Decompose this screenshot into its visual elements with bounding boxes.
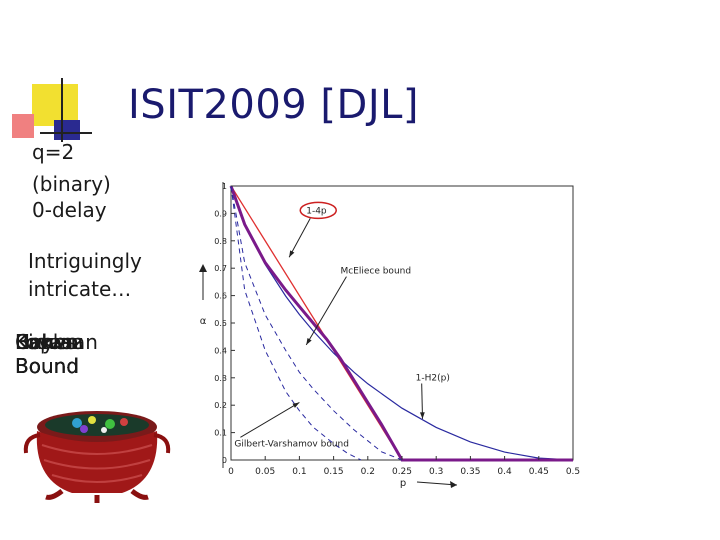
annotation-label: 1-H2(p) <box>416 374 450 384</box>
side-line-2: (binary) <box>32 172 111 196</box>
y-tick-label: 0.9 <box>214 209 227 218</box>
annotation-arrowhead <box>289 250 295 258</box>
corner-decoration <box>0 0 100 150</box>
plot-frame <box>230 185 574 461</box>
y-tick-label: 0.1 <box>214 429 227 438</box>
overlap-word: Lovasz <box>15 330 84 354</box>
overlap-label-lovasz: Lovasz Bound <box>15 330 83 378</box>
overlap-word: Hayes <box>15 330 77 354</box>
overlap-word: Bound <box>15 354 80 378</box>
x-tick-label: 0.2 <box>361 467 375 477</box>
bounds-chart: 0 0.05 0.1 0.15 0.2 0.25 0.3 0.35 0.4 0.45 0.5 0 0.1… <box>199 182 580 489</box>
overlap-word: Bound <box>15 354 80 378</box>
x-tick-label: 0.3 <box>429 467 443 477</box>
annotation-label: McEliece bound <box>340 267 411 277</box>
overlap-label-cohen: Cohen Bound <box>15 330 79 378</box>
overlap-word: Brown <box>15 330 78 354</box>
y-tick-label: 0.7 <box>214 264 227 273</box>
y-tick-label: 0.2 <box>214 401 227 410</box>
overlap-word: Bound <box>15 354 80 378</box>
annotation-label: Gilbert-Varshamov bound <box>234 439 349 449</box>
series-mceliece-bound <box>229 185 573 462</box>
series-inner-dashed <box>230 185 362 461</box>
x-tick-label: 0 <box>228 467 234 477</box>
annotation-arrowhead <box>306 338 312 345</box>
y-tick-label: 0.5 <box>214 319 227 328</box>
x-axis-arrow <box>416 481 458 486</box>
overlap-word: Kaplan <box>15 330 84 354</box>
x-axis-arrowhead <box>450 481 457 488</box>
y-tick-label: 1 <box>222 182 227 191</box>
y-tick-label: 0.4 <box>214 346 227 355</box>
annotation-label: 1-4p <box>306 206 327 216</box>
x-axis-label: p <box>400 478 406 489</box>
y-axis-label: α <box>200 316 207 327</box>
annotation-arrow <box>305 276 347 346</box>
x-tick-label: 0.4 <box>497 467 512 477</box>
y-tick-label: 0.8 <box>214 237 227 246</box>
annotation-arrow <box>240 402 300 438</box>
overlap-word: Kirkman <box>15 330 98 354</box>
x-tick-label: 0.25 <box>392 467 412 477</box>
x-tick-label: 0.5 <box>566 467 580 477</box>
y-axis-arrowhead <box>199 264 207 272</box>
overlap-word: Bound <box>15 354 80 378</box>
overlap-label-kirkman: Kirkman Bound <box>15 330 98 378</box>
annotation-arrowhead <box>419 412 425 419</box>
annotation-arrow <box>288 218 311 258</box>
slide-title: ISIT2009 [DJL] <box>128 82 420 128</box>
side-line-3: 0-delay <box>32 198 107 222</box>
overlap-word: Bound <box>15 354 80 378</box>
description-line-1: Intriguingly <box>28 249 142 273</box>
side-line-1: q=2 <box>32 140 75 164</box>
overlap-label-kaplan: Kaplan Bound <box>15 330 83 378</box>
overlap-word: Cohen <box>15 330 79 354</box>
series-1-h2-p- <box>230 185 574 461</box>
annotation-arrowhead <box>292 402 300 408</box>
x-tick-label: 0.35 <box>460 467 480 477</box>
annotation-circle <box>299 201 337 220</box>
y-tick-label: 0.3 <box>214 374 227 383</box>
x-tick-label: 0.45 <box>529 467 549 477</box>
overlap-word: Bound <box>15 354 80 378</box>
overlap-label-brown: Brown Bound <box>15 330 79 378</box>
overlap-label-hayes: Hayes Bound <box>15 330 79 378</box>
x-tick-label: 0.1 <box>292 467 306 477</box>
x-tick-label: 0.05 <box>255 467 275 477</box>
x-tick-label: 0.15 <box>324 467 344 477</box>
y-tick-label: 0.6 <box>214 292 227 301</box>
description-line-2: intricate… <box>28 277 132 301</box>
y-tick-label: 0 <box>222 456 227 465</box>
cauldron-illustration <box>22 405 172 509</box>
